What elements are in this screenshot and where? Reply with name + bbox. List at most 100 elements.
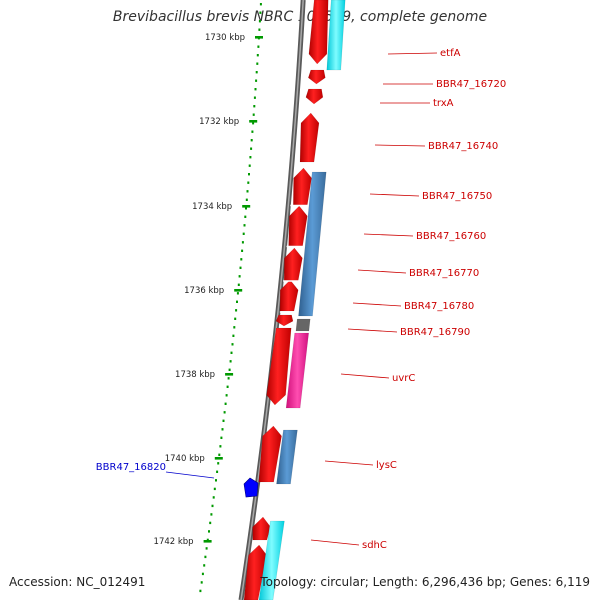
gene-label: BBR47_16760 [416, 231, 486, 242]
gene-label: BBR47_16720 [436, 79, 506, 90]
label-connector [347, 328, 398, 333]
scale-tick [242, 232, 245, 235]
scale-tick [248, 164, 251, 167]
feature-pink-uvrC [285, 332, 309, 409]
gene-label: BBR47_16790 [400, 327, 470, 338]
scale-tick [206, 538, 209, 542]
scale-major-tick [203, 540, 212, 543]
cds-uvrC [266, 327, 292, 406]
scale-tick [233, 326, 236, 329]
backbone-highlight [240, 0, 304, 600]
scale-tick [257, 45, 260, 48]
scale-tick [239, 266, 242, 269]
scale-tick [211, 504, 214, 508]
scale-tick [204, 555, 207, 559]
scale-tick [212, 496, 215, 499]
cds-sdhC [252, 516, 271, 541]
label-connector [352, 302, 402, 307]
scale-tick [219, 445, 222, 448]
scale-tick [249, 156, 252, 159]
scale-tick [256, 62, 259, 65]
scale-label: 1738 kbp [175, 370, 215, 380]
feature-cyan-sdhC [258, 520, 285, 600]
scale-label: 1734 kbp [192, 202, 232, 212]
label-connector [357, 269, 407, 274]
gene-label: lysC [376, 460, 397, 471]
feature-blue-block [298, 171, 327, 317]
cds-lysC [258, 425, 282, 483]
gene-label: etfA [440, 48, 461, 59]
cds-etfA [308, 0, 329, 65]
scale-major-tick [225, 373, 234, 376]
scale-tick [253, 105, 256, 108]
cds-BBR47-16720 [308, 69, 326, 85]
label-connector [387, 52, 438, 55]
scale-tick [223, 411, 226, 414]
scale-tick [216, 470, 219, 473]
scale-tick [218, 453, 221, 456]
scale-tick [222, 419, 225, 422]
scale-label: 1732 kbp [199, 117, 239, 127]
gene-label: BBR47_16750 [422, 191, 492, 202]
cds-BBR47-16750 [293, 167, 312, 206]
scale-tick [259, 11, 262, 14]
scale-tick [259, 3, 262, 6]
feature-grey [295, 318, 311, 332]
gene-label-left: BBR47_16820 [96, 462, 166, 473]
scale-tick [225, 394, 228, 397]
cds-BBR47-16790 [275, 314, 294, 327]
scale-tick [205, 547, 208, 550]
scale-tick [201, 572, 204, 576]
scale-tick [199, 589, 202, 593]
label-connector [310, 539, 360, 546]
scale-label: 1736 kbp [184, 286, 224, 296]
scale-major-tick [214, 457, 223, 460]
gene-marker-BBR47-16820 [243, 477, 259, 498]
scale-tick [236, 300, 238, 303]
scale-tick [251, 130, 254, 133]
scale-tick [220, 436, 223, 439]
scale-tick [246, 190, 249, 193]
scale-tick [250, 147, 253, 150]
label-connector [374, 144, 426, 147]
accession-text: Accession: NC_012491 [9, 575, 146, 589]
cds-BBR47-16740 [299, 112, 320, 163]
scale-tick [232, 334, 235, 337]
scale-tick [255, 79, 258, 82]
scale-tick [213, 487, 216, 491]
scale-tick [255, 71, 258, 74]
scale-tick [200, 581, 203, 584]
scale-tick [241, 249, 244, 252]
scale-tick [231, 343, 234, 346]
scale-tick [210, 513, 213, 516]
scale-tick [245, 207, 247, 210]
gene-label: BBR47_16740 [428, 141, 498, 152]
gene-label: BBR47_16770 [409, 268, 479, 279]
scale-tick [236, 292, 239, 295]
cds-BBR47-16780 [279, 279, 299, 312]
topology-text: Topology: circular; Length: 6,296,436 bp… [260, 575, 590, 589]
scale-tick [250, 139, 253, 142]
scale-tick [221, 428, 224, 431]
label-connector [369, 193, 420, 197]
label-connector [340, 373, 390, 379]
scale-tick [241, 241, 244, 244]
scale-tick [215, 479, 217, 482]
scale-tick [203, 564, 206, 567]
scale-major-tick [255, 36, 263, 39]
cds-next [243, 544, 267, 600]
scale-tick [248, 173, 250, 176]
scale-label: 1740 kbp [165, 454, 205, 464]
scale-tick [258, 28, 261, 31]
scale-tick [224, 402, 227, 405]
scale-tick [228, 368, 231, 371]
scale-tick [217, 462, 220, 465]
scale-tick [229, 360, 232, 363]
label-connector [363, 233, 414, 237]
scale-tick [238, 275, 241, 278]
scale-tick [227, 377, 230, 380]
gene-label: uvrC [392, 373, 415, 384]
scale-tick [234, 317, 237, 320]
scale-tick [208, 530, 210, 533]
